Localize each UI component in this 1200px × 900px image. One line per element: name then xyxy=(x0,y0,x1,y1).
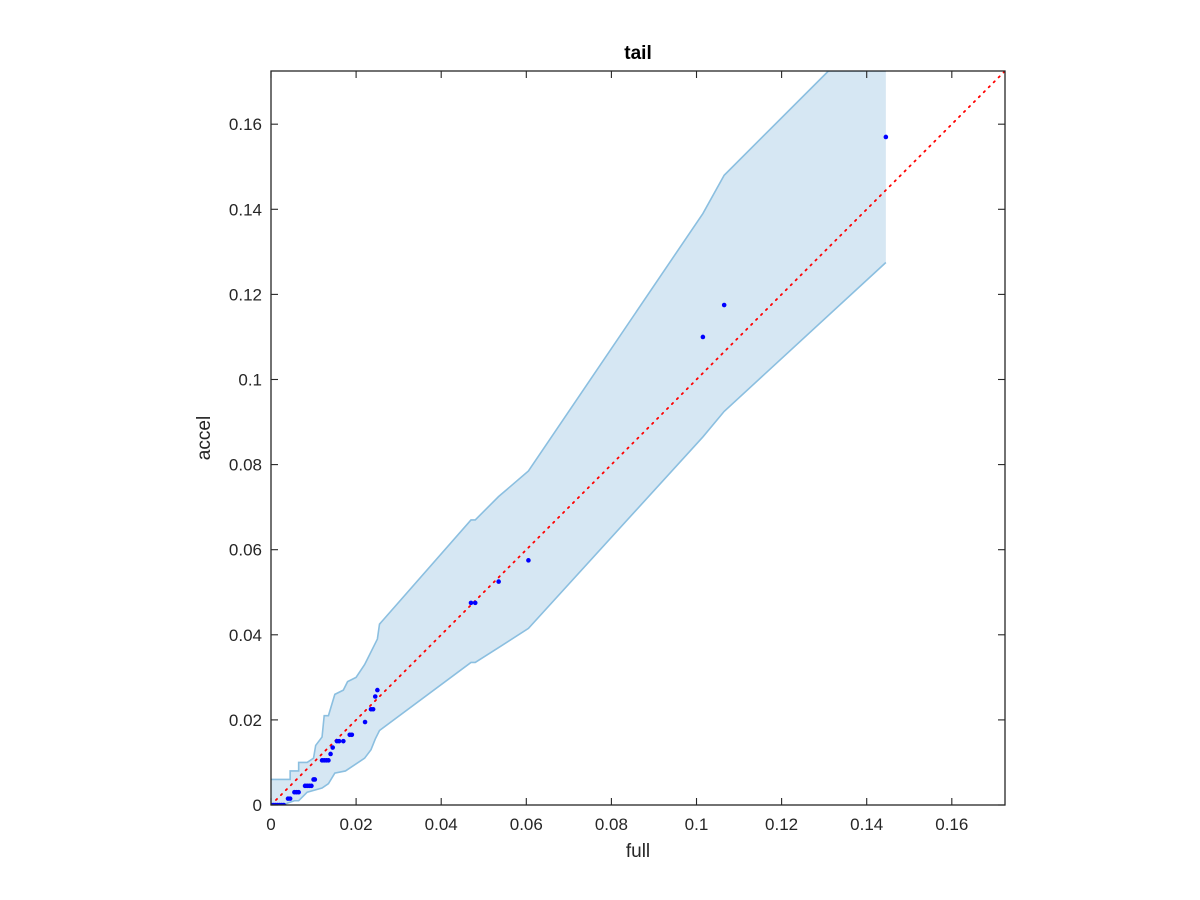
y-tick-label: 0.04 xyxy=(229,626,262,645)
data-point xyxy=(375,687,380,693)
y-tick-label: 0.08 xyxy=(229,456,262,475)
data-point xyxy=(721,302,727,308)
x-tick-label: 0.06 xyxy=(510,815,543,834)
data-point xyxy=(883,134,889,140)
x-tick-label: 0.1 xyxy=(685,815,709,834)
chart-title: tail xyxy=(624,43,651,64)
x-tick-label: 0 xyxy=(266,815,275,834)
plot-area xyxy=(271,71,1005,805)
data-point xyxy=(370,706,376,712)
confidence-band-fill xyxy=(271,71,886,805)
y-tick-label: 0.14 xyxy=(229,200,262,219)
band-upper-edge xyxy=(271,71,886,781)
y-tick-label: 0.12 xyxy=(229,285,262,304)
y-tick-label: 0.1 xyxy=(238,370,262,389)
y-tick-label: 0.06 xyxy=(229,541,262,560)
data-point xyxy=(468,600,474,606)
axes xyxy=(270,70,1006,806)
data-point xyxy=(326,758,331,763)
x-tick-label: 0.04 xyxy=(425,815,458,834)
x-tick-label: 0.08 xyxy=(595,815,628,834)
data-point xyxy=(700,334,706,340)
data-point xyxy=(496,579,501,584)
data-point xyxy=(372,694,378,699)
data-point xyxy=(309,783,314,789)
tick-labels: 0 0.02 0.04 0.06 0.08 0.1 0.12 0.14 0.16 0 0.02 0.0… xyxy=(229,115,968,834)
y-tick-label: 0 xyxy=(253,796,262,815)
reference-line xyxy=(271,71,1005,805)
data-point xyxy=(312,777,318,782)
data-point xyxy=(287,796,293,801)
x-tick-label: 0.02 xyxy=(340,815,373,834)
data-point xyxy=(526,558,531,563)
x-tick-label: 0.12 xyxy=(765,815,798,834)
data-point xyxy=(330,745,336,750)
axes-box xyxy=(270,70,1006,806)
data-point xyxy=(341,738,346,744)
data-point xyxy=(472,600,478,606)
data-point xyxy=(349,732,355,738)
x-tick-label: 0.14 xyxy=(850,815,883,834)
y-tick-label: 0.16 xyxy=(229,115,262,134)
band-lower-edge xyxy=(271,261,887,805)
plot-content xyxy=(271,71,1005,805)
data-point xyxy=(296,789,301,795)
data-point xyxy=(336,738,342,744)
data-point xyxy=(362,719,368,725)
data-point xyxy=(328,751,333,757)
y-tick-label: 0.02 xyxy=(229,711,262,730)
y-axis-label: accel xyxy=(194,416,215,460)
x-tick-label: 0.16 xyxy=(935,815,968,834)
x-axis-label: full xyxy=(626,841,650,862)
